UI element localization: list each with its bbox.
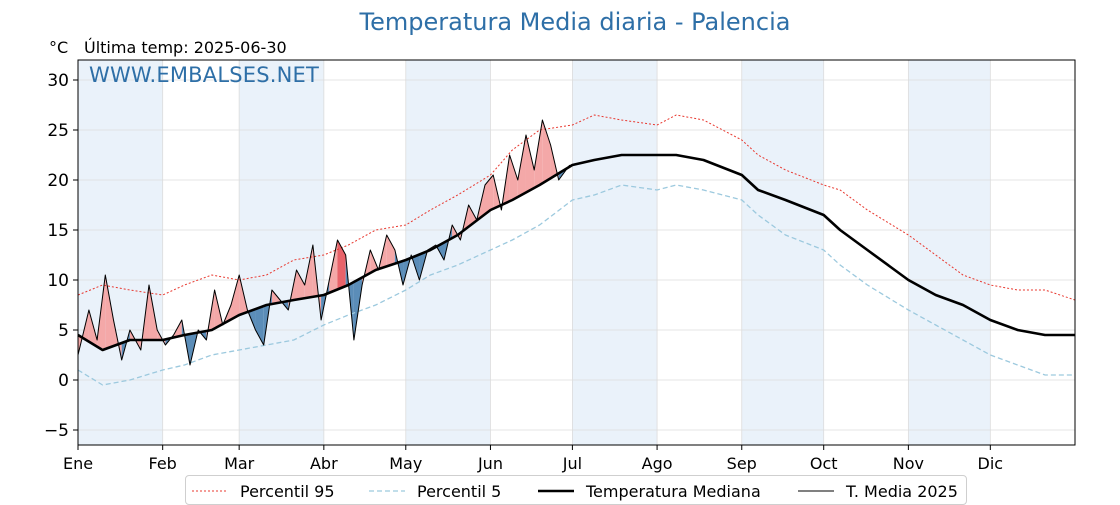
x-tick-label: Feb — [149, 454, 177, 473]
legend-label-p5: Percentil 5 — [417, 481, 502, 501]
x-tick-label: Sep — [727, 454, 757, 473]
anomaly-fill-segment — [271, 290, 281, 304]
x-axis-ticks: Ene Feb Mar Abr May Jun Jul Ago Sep Oct Nov Dic — [63, 445, 1003, 473]
legend-swatch-p95 — [192, 490, 228, 492]
x-tick-label: Dic — [978, 454, 1004, 473]
watermark: WWW.EMBALSES.NET — [89, 63, 320, 87]
month-bands — [78, 60, 991, 445]
last-temp-label: Última temp: 2025-06-30 — [84, 38, 287, 57]
y-tick-label: 15 — [47, 221, 69, 241]
anomaly-fill-segment — [509, 155, 518, 202]
legend-item-p95: Percentil 95 — [192, 480, 335, 502]
series-line-mediana — [77, 153, 1075, 352]
month-band-Jul — [572, 60, 658, 445]
anomaly-fill-segment — [304, 245, 313, 299]
series-lines — [77, 114, 1076, 386]
legend: Percentil 95 Percentil 5 Temperatura Med… — [185, 475, 967, 505]
y-tick-label: 0 — [58, 371, 69, 391]
x-tick-label: Ago — [642, 454, 673, 473]
month-band-Nov — [908, 60, 991, 445]
month-band-May — [405, 60, 491, 445]
x-tick-label: Ene — [63, 454, 93, 473]
x-tick-label: Mar — [224, 454, 255, 473]
plot-frame — [77, 59, 1076, 446]
x-tick-label: Nov — [893, 454, 924, 473]
legend-item-p5: Percentil 5 — [369, 480, 501, 502]
anomaly-fill-segment — [230, 275, 240, 320]
y-tick-label: 25 — [47, 121, 69, 141]
x-tick-label: Jul — [562, 454, 582, 473]
x-tick-label: Jun — [477, 454, 503, 473]
anomaly-fill-segment — [105, 275, 114, 349]
legend-swatch-p5 — [369, 490, 405, 492]
legend-label-current: T. Media 2025 — [846, 481, 958, 501]
legend-label-p95: Percentil 95 — [240, 481, 335, 501]
y-tick-label: 30 — [47, 71, 69, 91]
x-tick-label: May — [389, 454, 422, 473]
legend-swatch-median — [538, 489, 574, 493]
anomaly-fill-segment — [542, 120, 551, 184]
anomaly-fill-segment — [534, 120, 543, 188]
y-axis-ticks: −5 0 5 10 15 20 25 30 — [44, 71, 78, 441]
legend-label-median: Temperatura Mediana — [586, 481, 761, 501]
month-band-Sep — [741, 60, 824, 445]
y-tick-label: −5 — [44, 421, 69, 441]
series-line-percentil-5 — [77, 184, 1075, 386]
month-band-Ene — [78, 60, 163, 445]
anomaly-fill-segment — [484, 175, 494, 215]
anomaly-fill-segment — [255, 306, 264, 345]
y-tick-label: 5 — [58, 321, 69, 341]
legend-swatch-current — [798, 490, 834, 492]
x-tick-label: Oct — [810, 454, 838, 473]
chart-title: Temperatura Media diaria - Palencia — [359, 8, 791, 36]
anomaly-fill-segment — [337, 240, 346, 290]
series-line-percentil-95 — [77, 114, 1076, 301]
anomaly-fill-segment — [386, 235, 395, 267]
anomaly-fill-segment — [517, 135, 526, 197]
y-tick-label: 20 — [47, 171, 69, 191]
month-band-Mar — [239, 60, 324, 445]
anomaly-fill-segment — [525, 135, 535, 193]
anomaly-fill-segment — [329, 240, 338, 293]
series-line-media-2025 — [77, 119, 571, 366]
x-tick-label: Abr — [310, 454, 338, 473]
legend-item-median: Temperatura Mediana — [538, 480, 761, 502]
anomaly-fill-segment — [296, 270, 305, 300]
legend-item-current: T. Media 2025 — [798, 480, 958, 502]
y-tick-label: 10 — [47, 271, 69, 291]
unit-label: °C — [49, 38, 69, 57]
